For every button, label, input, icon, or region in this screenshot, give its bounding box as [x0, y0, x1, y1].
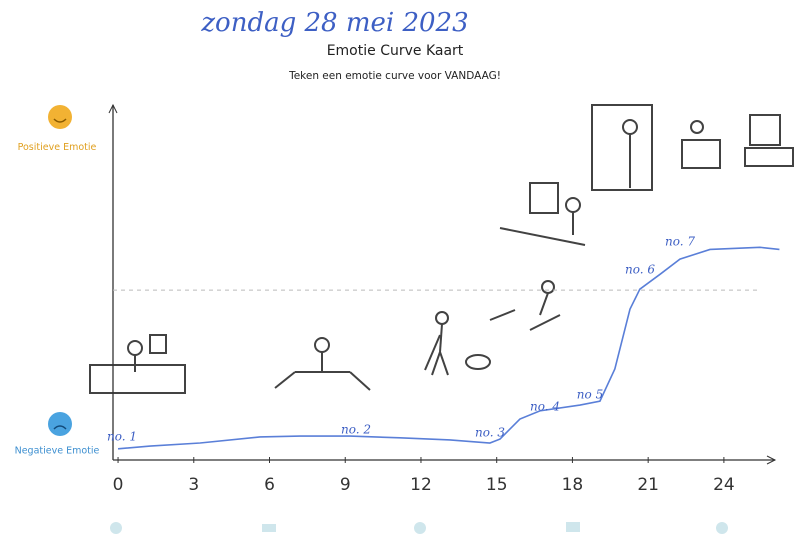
annotation: no. 2 — [341, 423, 371, 437]
sad-face — [48, 412, 72, 436]
sketches — [89, 104, 794, 394]
chart-subtitle: Teken een emotie curve voor VANDAAG! — [288, 70, 501, 82]
x-tick-label: 21 — [637, 475, 659, 495]
x-tick-label: 15 — [486, 475, 508, 495]
happy-face — [48, 105, 72, 129]
x-tick-label: 9 — [340, 475, 351, 495]
time-icons — [110, 522, 728, 534]
x-tick-label: 18 — [562, 475, 584, 495]
annotation: no. 1 — [107, 430, 137, 444]
y-axis-arrow — [108, 103, 118, 114]
frown — [53, 425, 67, 430]
y-tick-label: Negatieve Emotie — [15, 445, 100, 456]
annotation: no 5 — [577, 388, 603, 402]
x-tick-label: 6 — [264, 475, 275, 495]
handwritten-date: zondag 28 mei 2023 — [200, 8, 468, 38]
annotation: no. 7 — [665, 235, 695, 249]
x-tick-label: 0 — [113, 475, 124, 495]
x-tick-label: 3 — [188, 475, 199, 495]
annotation: no. 6 — [625, 263, 655, 277]
x-tick-label: 24 — [713, 475, 735, 495]
emotion-curve — [117, 246, 780, 450]
chart-title: Emotie Curve Kaart — [327, 43, 464, 59]
y-tick-label: Positieve Emotie — [18, 142, 97, 153]
x-axis-arrow — [766, 455, 777, 465]
x-tick-label: 12 — [410, 475, 432, 495]
annotation: no. 4 — [530, 400, 560, 414]
smile — [53, 118, 67, 123]
annotation: no. 3 — [475, 426, 505, 440]
